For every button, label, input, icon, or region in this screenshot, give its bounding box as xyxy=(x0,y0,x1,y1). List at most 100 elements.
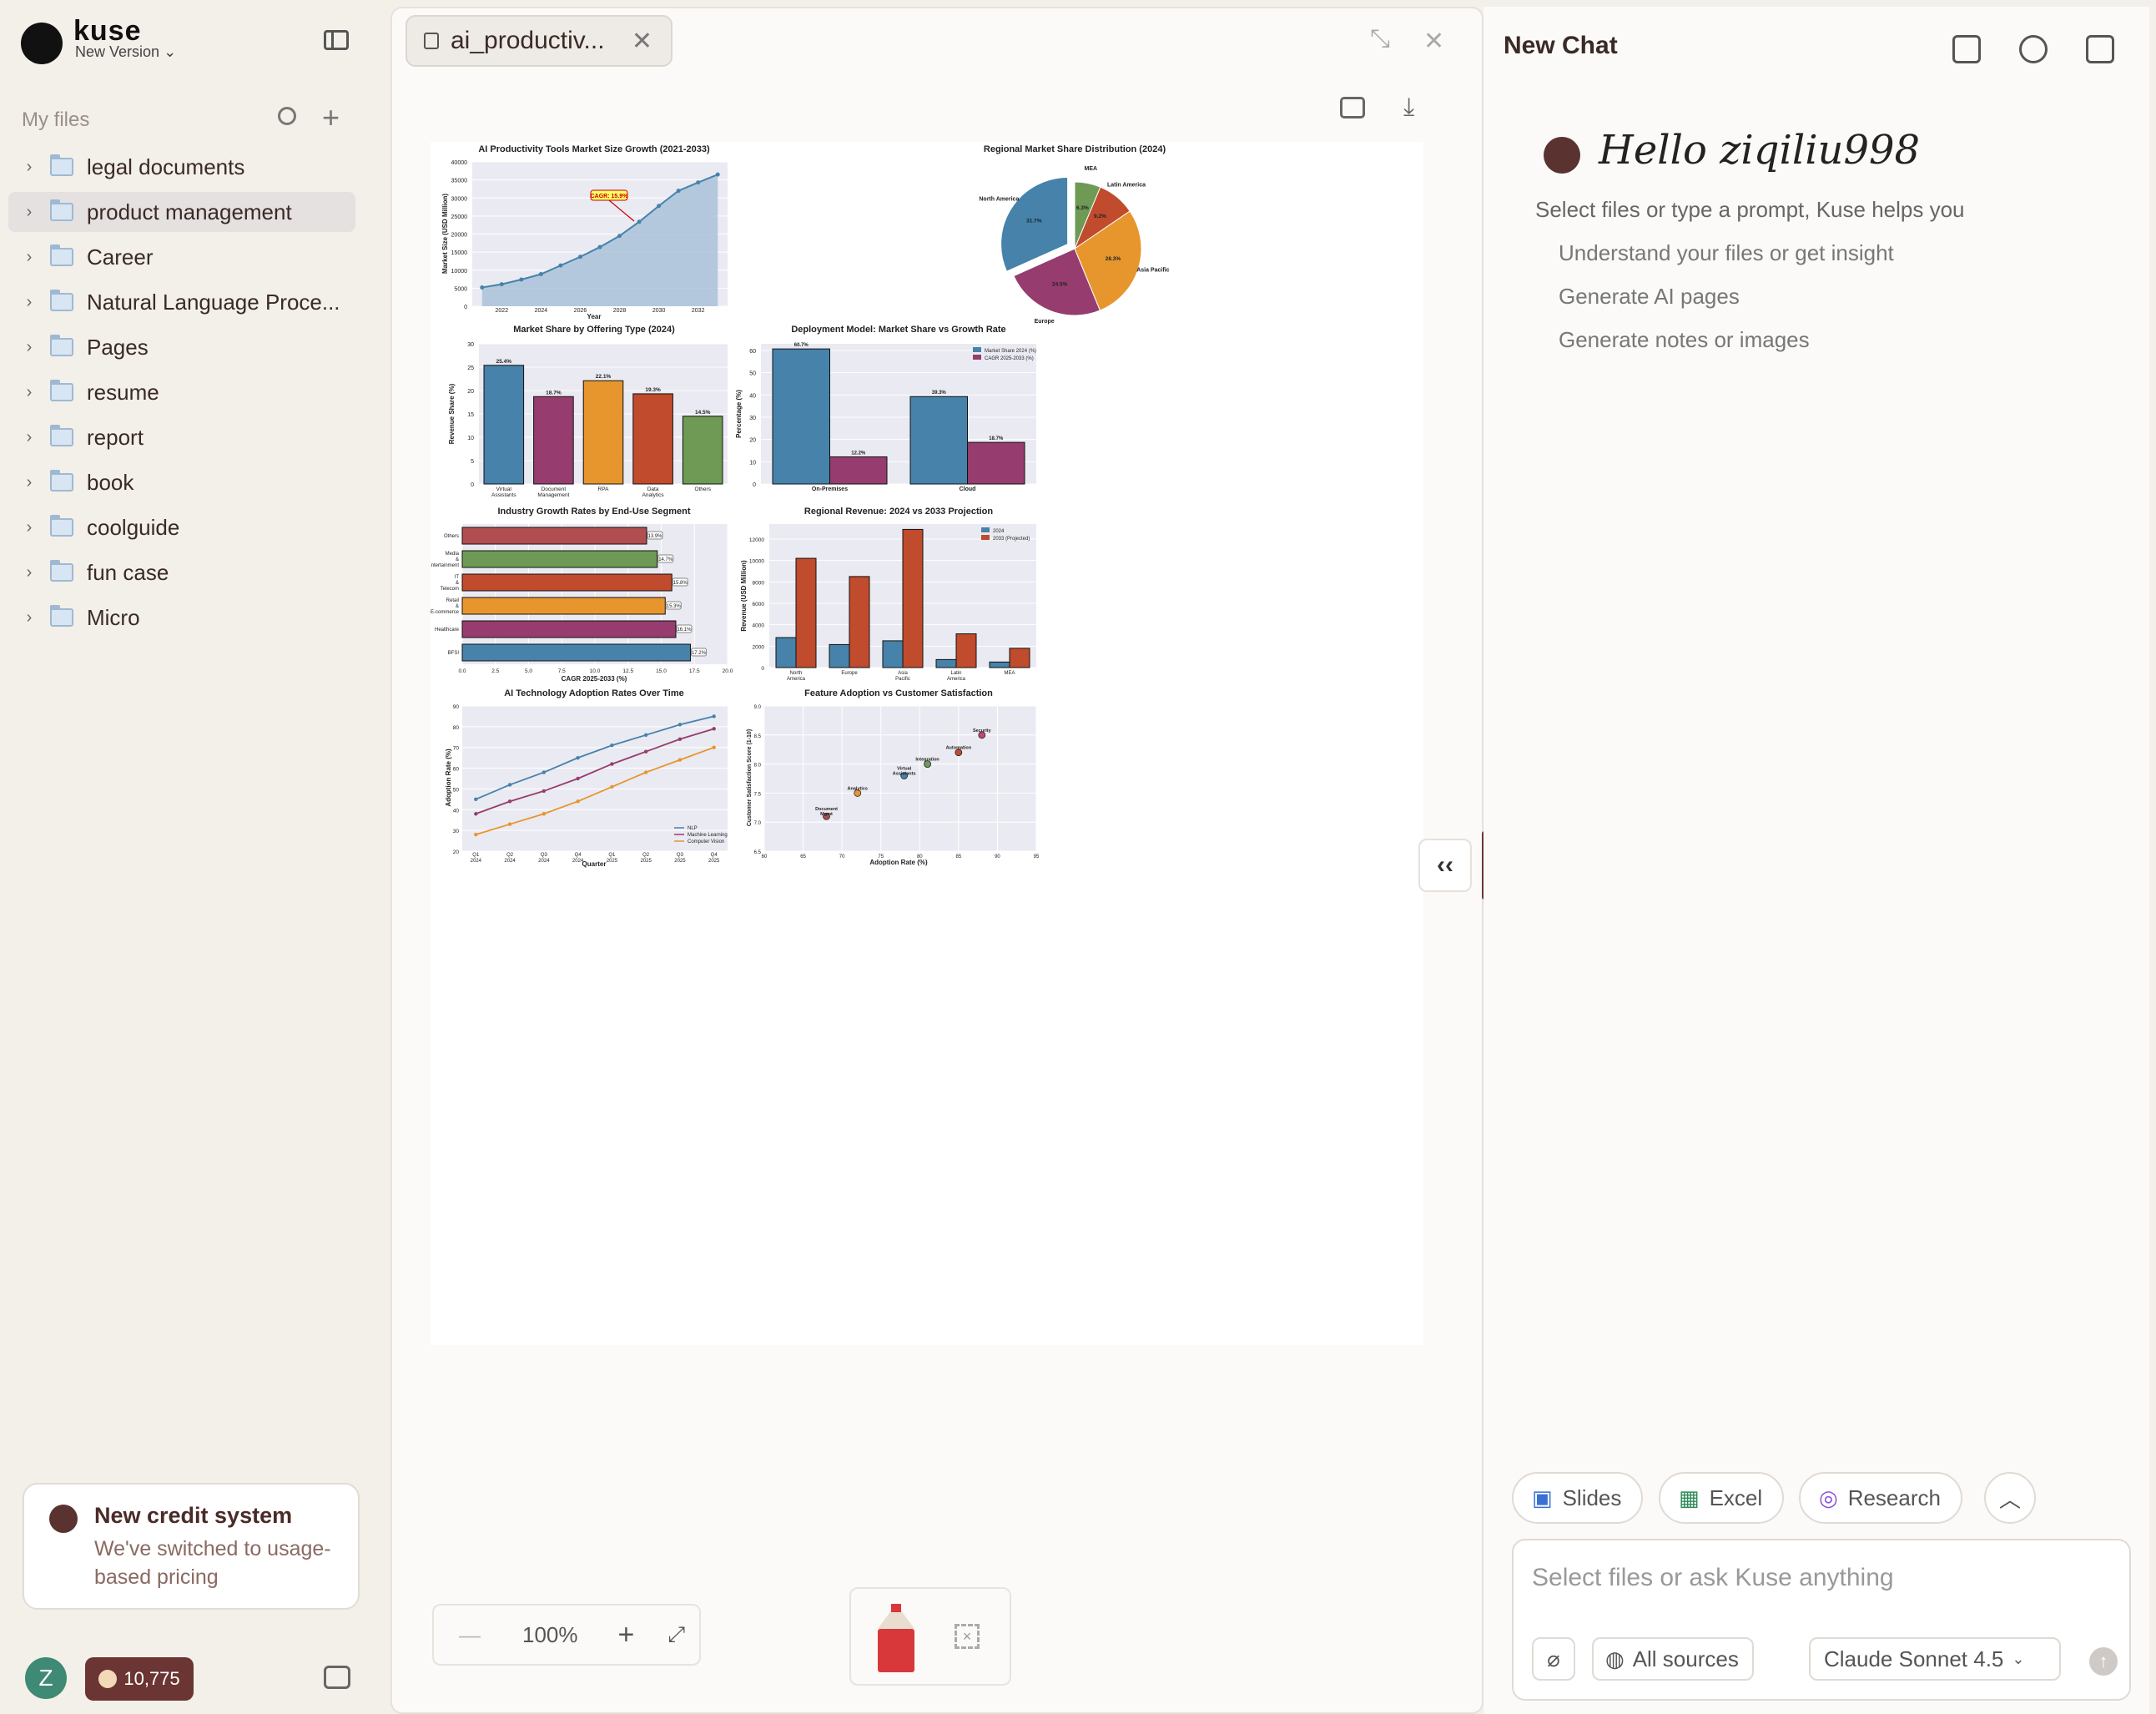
minimize-icon[interactable]: ⤡ xyxy=(1370,25,1390,53)
tab-title: ai_productiv... xyxy=(451,27,605,54)
search-icon[interactable] xyxy=(278,107,296,125)
collapse-panel-button[interactable]: ‹‹ xyxy=(1418,839,1472,892)
pie-label: North America xyxy=(979,196,1019,202)
sources-selector[interactable]: ◍ All sources xyxy=(1592,1637,1754,1681)
close-panel-icon[interactable]: ✕ xyxy=(1423,28,1445,55)
model-selector[interactable]: Claude Sonnet 4.5 ⌄ xyxy=(1809,1637,2061,1681)
data-point xyxy=(678,758,683,762)
download-icon[interactable]: ⤓ xyxy=(1403,93,1415,121)
send-icon[interactable]: ↑ xyxy=(2089,1647,2118,1676)
file-tab[interactable]: ai_productiv... ✕ xyxy=(406,15,672,67)
folder-item[interactable]: › legal documents xyxy=(8,147,355,187)
chevron-right-icon[interactable]: › xyxy=(26,427,33,446)
folder-item[interactable]: › Natural Language Proce... xyxy=(8,282,355,322)
y-tick-label: Retail xyxy=(446,598,459,603)
chevron-right-icon[interactable]: › xyxy=(26,157,33,176)
annotate-icon[interactable] xyxy=(1340,97,1365,118)
y-axis-label: Customer Satisfaction Score (1-10) xyxy=(747,729,753,826)
folder-item[interactable]: › book xyxy=(8,462,355,502)
folder-icon xyxy=(50,560,73,582)
message-composer: Select files or ask Kuse anything ⌀ ◍ All… xyxy=(1512,1539,2131,1701)
y-tick-label: 6.5 xyxy=(754,850,762,855)
chevron-right-icon[interactable]: › xyxy=(26,202,33,221)
folder-item[interactable]: › Micro xyxy=(8,597,355,638)
chevron-right-icon[interactable]: › xyxy=(26,247,33,266)
data-point xyxy=(597,244,602,250)
credit-announcement-card[interactable]: New credit system We've switched to usag… xyxy=(23,1483,360,1610)
bar xyxy=(775,637,797,668)
zoom-out-button[interactable]: — xyxy=(459,1621,481,1647)
panel-toggle-icon[interactable] xyxy=(2086,35,2114,63)
y-tick-label: 0 xyxy=(471,482,474,488)
bar-value-label: 18.7% xyxy=(546,390,562,396)
folder-item[interactable]: › Pages xyxy=(8,327,355,367)
x-axis-label: Adoption Rate (%) xyxy=(869,859,928,866)
chevron-right-icon[interactable]: › xyxy=(26,607,33,627)
new-chat-icon[interactable] xyxy=(1952,35,1981,63)
chevron-right-icon[interactable]: › xyxy=(26,337,33,356)
suggestion-item[interactable]: Understand your files or get insight xyxy=(1559,240,1894,265)
chevron-right-icon[interactable]: › xyxy=(26,292,33,311)
sidebar-toggle-icon[interactable] xyxy=(324,30,349,50)
excel-chip[interactable]: ▦ Excel xyxy=(1659,1472,1785,1524)
slides-chip[interactable]: ▣ Slides xyxy=(1512,1472,1644,1524)
add-file-icon[interactable]: + xyxy=(322,100,340,134)
pen-tool-icon[interactable] xyxy=(878,1604,914,1672)
chevron-right-icon[interactable]: › xyxy=(26,382,33,401)
value-label-box xyxy=(647,531,663,540)
avatar[interactable]: Z xyxy=(25,1657,67,1699)
folder-item[interactable]: › coolguide xyxy=(8,507,355,547)
version-switcher[interactable]: New Version ⌄ xyxy=(75,43,176,61)
y-tick-label: 7.5 xyxy=(754,792,762,797)
suggestion-item[interactable]: Generate AI pages xyxy=(1559,284,1740,309)
attach-button[interactable]: ⌀ xyxy=(1532,1637,1575,1681)
y-tick-label: 20 xyxy=(749,438,756,444)
y-tick-label: 12000 xyxy=(749,537,764,543)
x-tick-label: 12.5 xyxy=(622,668,633,674)
chevron-right-icon[interactable]: › xyxy=(26,562,33,582)
close-tab-icon[interactable]: ✕ xyxy=(631,27,652,55)
credits-badge[interactable]: 10,775 xyxy=(85,1657,194,1701)
data-point xyxy=(617,234,622,239)
bar xyxy=(682,416,723,485)
point-label: Virtual xyxy=(897,767,911,772)
folder-item[interactable]: › report xyxy=(8,417,355,457)
chevron-right-icon[interactable]: › xyxy=(26,472,33,492)
folder-label: coolguide xyxy=(87,514,180,540)
bar-value-label: 19.3% xyxy=(645,387,661,393)
folder-item[interactable]: › resume xyxy=(8,372,355,412)
chevron-right-icon[interactable]: › xyxy=(26,517,33,537)
folder-label: Natural Language Proce... xyxy=(87,289,340,315)
expand-up-button[interactable]: ︿ xyxy=(1984,1472,2036,1524)
data-point xyxy=(715,172,720,177)
y-axis-label: Revenue Share (%) xyxy=(448,383,456,444)
message-input[interactable]: Select files or ask Kuse anything xyxy=(1532,1564,1894,1591)
y-tick-label: 30 xyxy=(467,342,474,348)
clear-selection-icon[interactable]: × xyxy=(955,1624,980,1649)
chart-title: Feature Adoption vs Customer Satisfactio… xyxy=(804,688,993,698)
y-tick-label: 10000 xyxy=(451,269,468,275)
series-line xyxy=(475,715,714,800)
data-point xyxy=(507,799,512,804)
research-chip[interactable]: ◎ Research xyxy=(1799,1472,1962,1524)
folder-item[interactable]: › Career xyxy=(8,237,355,277)
research-icon: ◎ xyxy=(1819,1485,1838,1510)
suggestion-item[interactable]: Generate notes or images xyxy=(1559,327,1810,352)
bar-value-label: 60.7% xyxy=(794,343,809,348)
feedback-icon[interactable] xyxy=(324,1666,350,1689)
y-tick-label: 10 xyxy=(749,460,756,466)
x-tick-label: Asia xyxy=(898,671,908,676)
chart-title: Market Share by Offering Type (2024) xyxy=(513,325,675,335)
folder-item[interactable]: › fun case xyxy=(8,552,355,592)
data-point xyxy=(507,822,512,826)
zoom-in-button[interactable]: + xyxy=(617,1618,635,1651)
y-tick-label: 0 xyxy=(753,482,756,488)
data-point xyxy=(542,770,547,774)
y-tick-label: 20000 xyxy=(451,233,468,239)
folder-item-selected[interactable]: › product management xyxy=(8,192,355,232)
value-label-box xyxy=(676,624,693,633)
history-icon[interactable] xyxy=(2019,35,2048,63)
fullscreen-icon[interactable]: ⤢ xyxy=(667,1621,686,1646)
scatter-point xyxy=(978,731,986,739)
point-label: Document xyxy=(815,807,838,812)
